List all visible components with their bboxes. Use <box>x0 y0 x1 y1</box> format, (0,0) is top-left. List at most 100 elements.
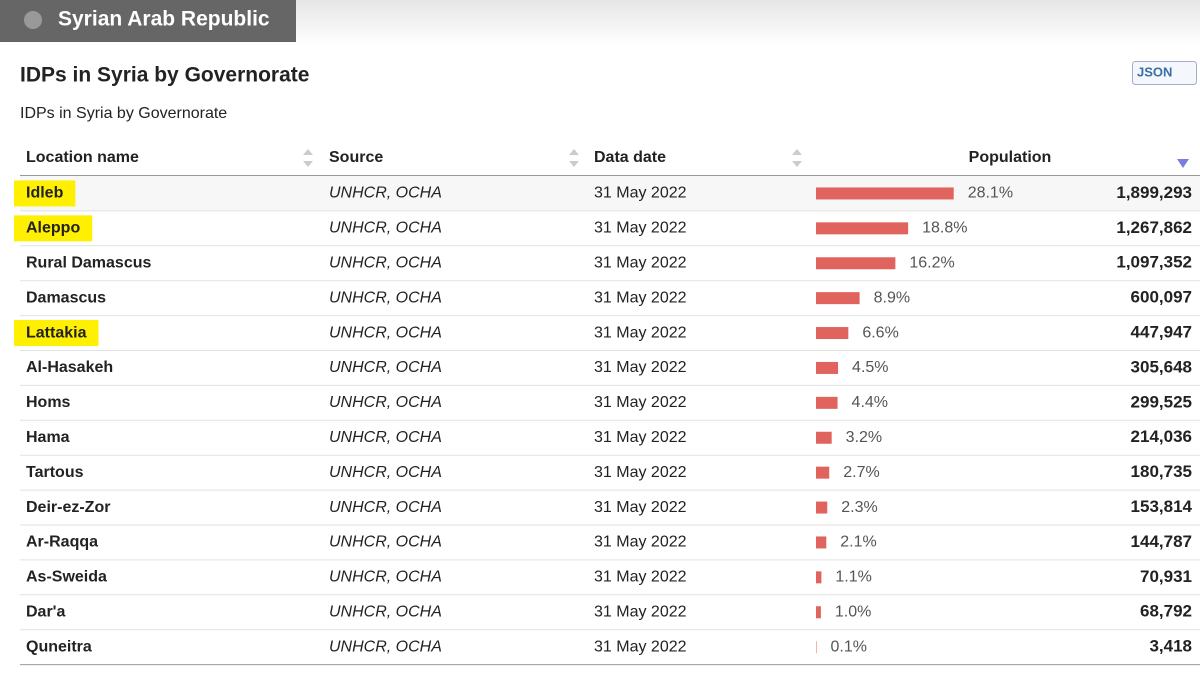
source: UNHCR, OCHA <box>329 394 442 411</box>
location-name: Tartous <box>26 464 84 481</box>
location-name: Idleb <box>26 185 64 202</box>
source: UNHCR, OCHA <box>329 289 442 306</box>
data-date: 31 May 2022 <box>594 185 687 202</box>
json-button[interactable] <box>1132 61 1197 85</box>
population: 447,947 <box>1131 323 1192 342</box>
population: 70,931 <box>1140 567 1192 586</box>
source: UNHCR, OCHA <box>329 359 442 376</box>
highlight <box>14 215 93 242</box>
population: 1,899,293 <box>1116 183 1192 202</box>
share-label: 2.7% <box>843 464 879 481</box>
sort-icon[interactable] <box>303 149 313 167</box>
json-label: JSON <box>1137 64 1172 79</box>
share-bar <box>816 536 827 549</box>
share-label: 18.8% <box>922 220 967 237</box>
share-label: 2.3% <box>841 499 877 516</box>
data-date: 31 May 2022 <box>594 638 687 655</box>
location-name: Al-Hasakeh <box>26 359 113 376</box>
highlight <box>14 320 99 347</box>
population: 1,267,862 <box>1116 218 1192 237</box>
data-date: 31 May 2022 <box>594 220 687 237</box>
population: 299,525 <box>1131 392 1192 411</box>
location-name: Hama <box>26 429 70 446</box>
location-name: Lattakia <box>26 324 87 341</box>
location-name: Damascus <box>26 289 106 306</box>
source: UNHCR, OCHA <box>329 429 442 446</box>
data-date: 31 May 2022 <box>594 464 687 481</box>
sort-icon-active[interactable] <box>1177 159 1189 168</box>
data-date: 31 May 2022 <box>594 254 687 271</box>
source: UNHCR, OCHA <box>329 324 442 341</box>
data-date: 31 May 2022 <box>594 569 687 586</box>
population: 68,792 <box>1140 602 1192 621</box>
source: UNHCR, OCHA <box>329 603 442 620</box>
share-bar <box>816 431 832 444</box>
share-label: 28.1% <box>968 185 1013 202</box>
data-date: 31 May 2022 <box>594 289 687 306</box>
row-bg <box>20 176 1200 211</box>
globe-icon <box>24 11 42 29</box>
share-bar <box>816 361 839 374</box>
share-label: 8.9% <box>874 289 910 306</box>
population: 3,418 <box>1149 637 1192 656</box>
sort-icon[interactable] <box>792 149 802 167</box>
highlight <box>14 180 76 207</box>
share-bar <box>816 396 838 409</box>
source: UNHCR, OCHA <box>329 464 442 481</box>
share-bar <box>816 571 822 584</box>
location-name: Dar'a <box>26 603 65 620</box>
share-label: 4.5% <box>852 359 888 376</box>
location-name: As-Sweida <box>26 569 107 586</box>
population: 1,097,352 <box>1116 253 1192 272</box>
location-name: Rural Damascus <box>26 254 151 271</box>
share-bar <box>816 327 849 340</box>
location-name: Quneitra <box>26 638 92 655</box>
section-title: IDPs in Syria by Governorate <box>20 64 309 87</box>
population: 180,735 <box>1131 462 1192 481</box>
share-label: 6.6% <box>862 324 898 341</box>
data-date: 31 May 2022 <box>594 324 687 341</box>
population: 600,097 <box>1131 288 1192 307</box>
location-name: Homs <box>26 394 71 411</box>
data-date: 31 May 2022 <box>594 603 687 620</box>
data-date: 31 May 2022 <box>594 394 687 411</box>
share-bar <box>816 187 954 200</box>
share-label: 4.4% <box>852 394 888 411</box>
source: UNHCR, OCHA <box>329 534 442 551</box>
share-bar <box>816 257 896 270</box>
share-bar <box>816 466 830 479</box>
column-header: Location name <box>26 149 139 166</box>
population: 305,648 <box>1131 357 1192 376</box>
country-tab[interactable] <box>0 0 296 42</box>
data-date: 31 May 2022 <box>594 359 687 376</box>
data-date: 31 May 2022 <box>594 429 687 446</box>
share-label: 1.0% <box>835 603 871 620</box>
source: UNHCR, OCHA <box>329 254 442 271</box>
share-bar <box>816 222 909 235</box>
share-bar <box>816 606 821 619</box>
share-bar <box>816 501 828 514</box>
sort-icon[interactable] <box>569 149 579 167</box>
share-label: 16.2% <box>909 254 954 271</box>
source: UNHCR, OCHA <box>329 499 442 516</box>
population: 214,036 <box>1131 427 1192 446</box>
share-bar <box>816 292 860 305</box>
column-header: Source <box>329 149 383 166</box>
data-date: 31 May 2022 <box>594 534 687 551</box>
column-header: Population <box>969 149 1052 166</box>
share-label: 3.2% <box>846 429 882 446</box>
source: UNHCR, OCHA <box>329 638 442 655</box>
country-title: Syrian Arab Republic <box>58 8 270 31</box>
location-name: Deir-ez-Zor <box>26 499 110 516</box>
column-header: Data date <box>594 149 666 166</box>
data-date: 31 May 2022 <box>594 499 687 516</box>
population: 144,787 <box>1131 532 1192 551</box>
population: 153,814 <box>1131 497 1193 516</box>
share-label: 0.1% <box>830 638 866 655</box>
share-label: 2.1% <box>840 534 876 551</box>
source: UNHCR, OCHA <box>329 569 442 586</box>
location-name: Ar-Raqqa <box>26 534 98 551</box>
source: UNHCR, OCHA <box>329 185 442 202</box>
share-label: 1.1% <box>835 569 871 586</box>
